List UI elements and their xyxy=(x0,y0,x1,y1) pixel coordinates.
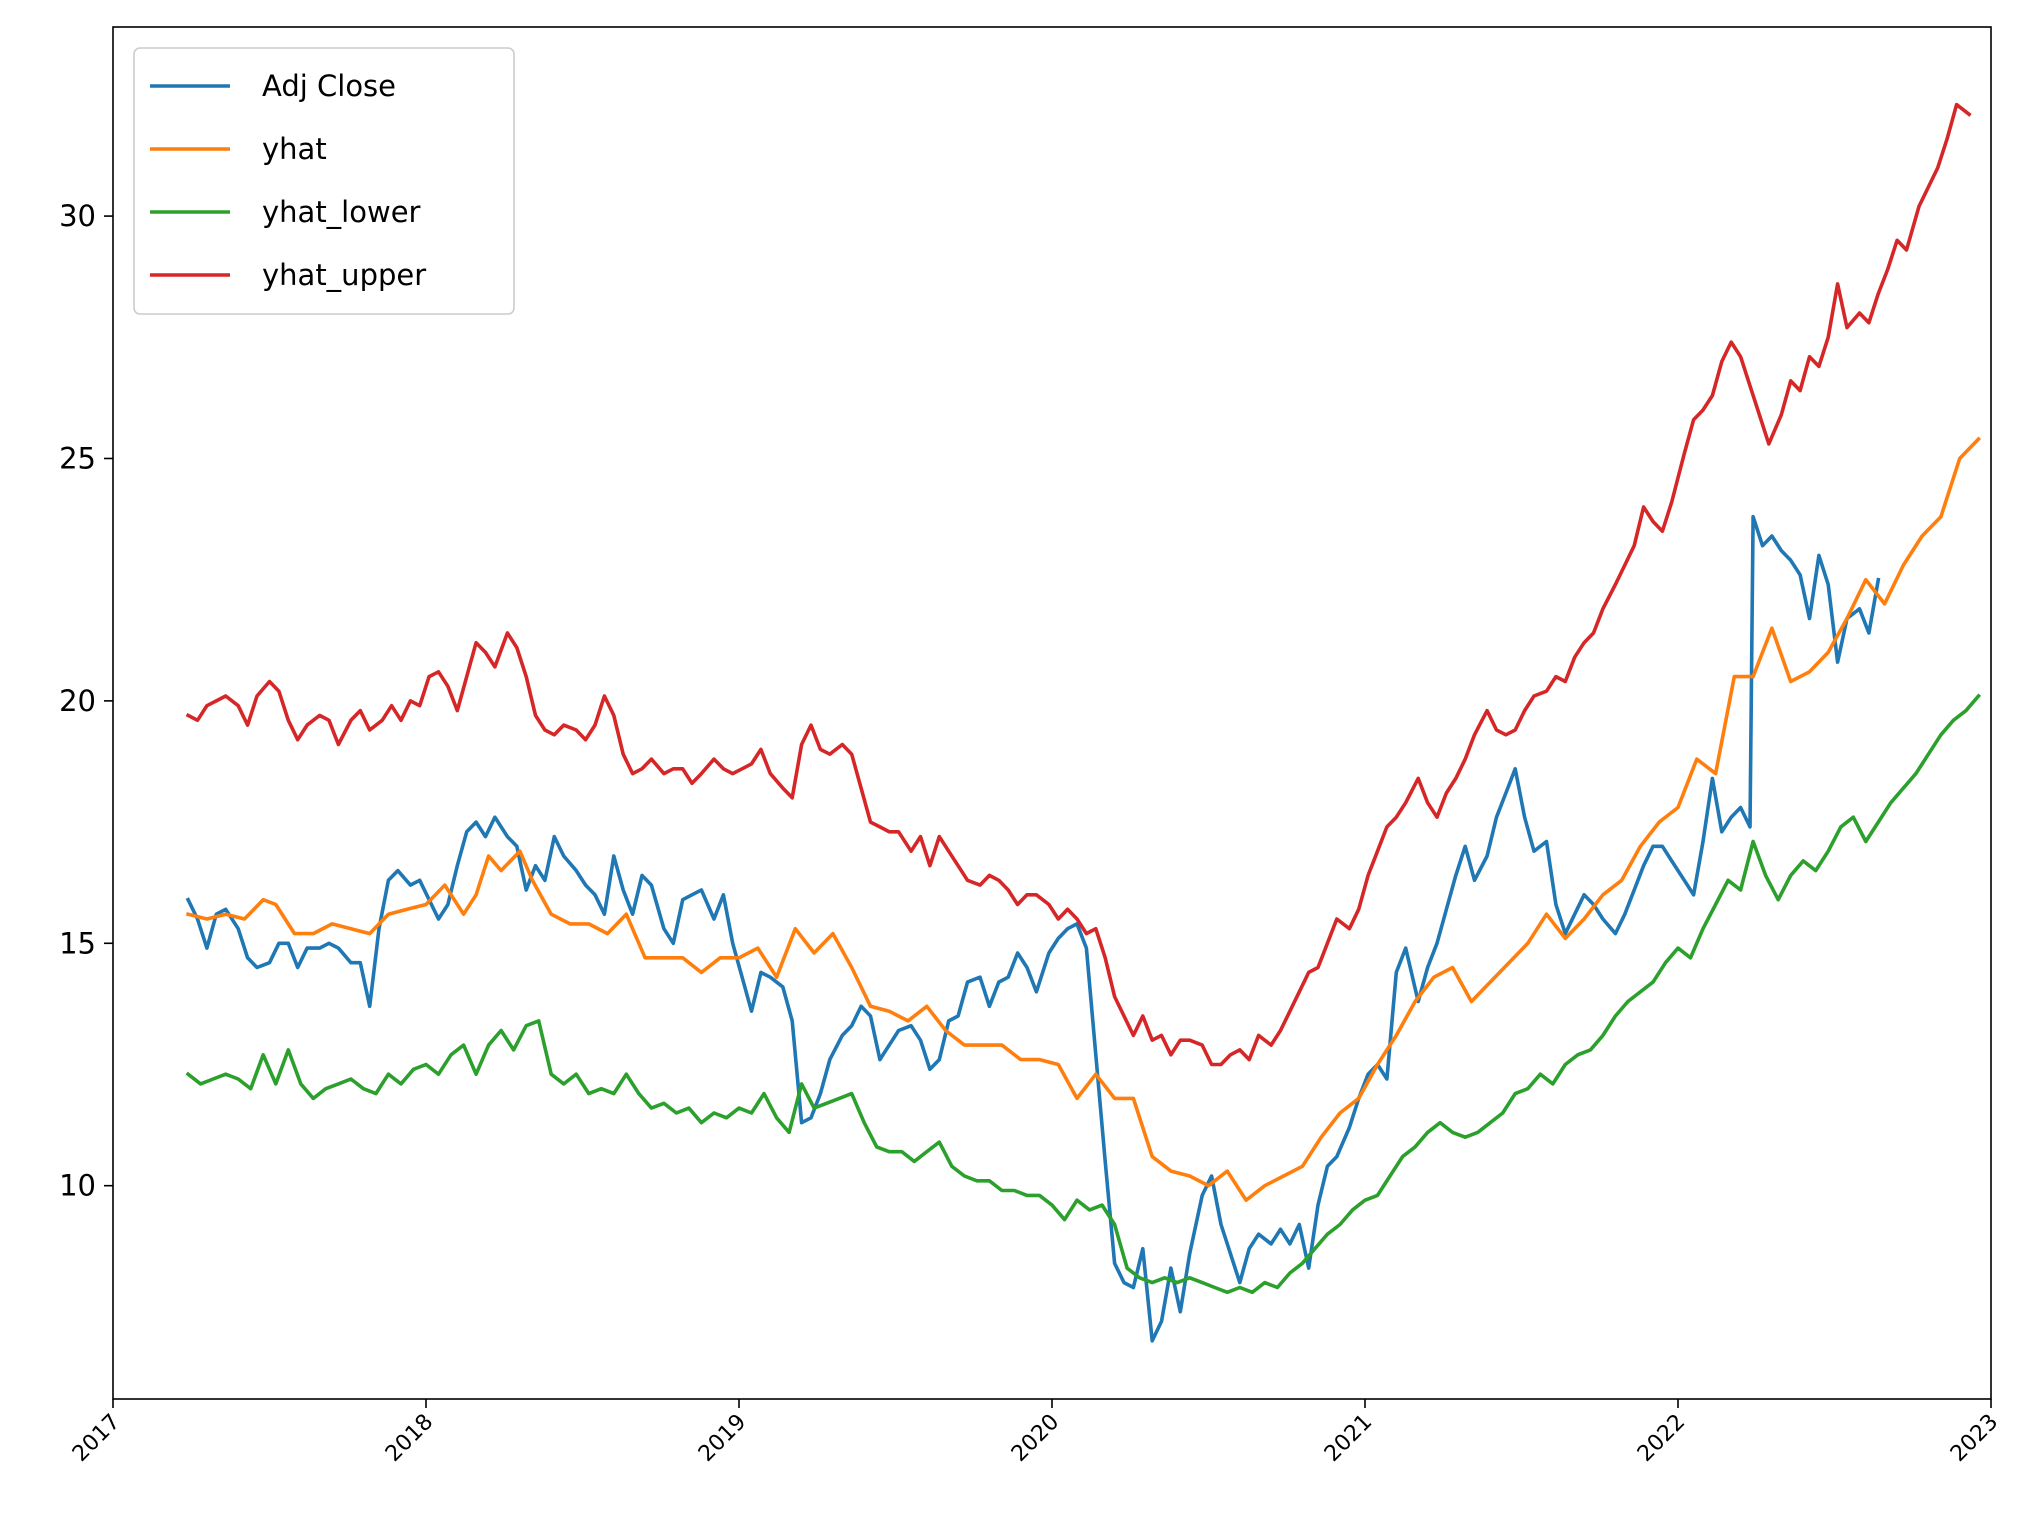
series-line-yhat xyxy=(185,436,1982,1202)
legend-label: yhat_lower xyxy=(262,195,421,229)
legend-label: Adj Close xyxy=(262,69,396,103)
plot-area xyxy=(112,26,1992,1400)
legend-box xyxy=(133,47,515,315)
legend: Adj Close yhat yhat_lower yhat_upper xyxy=(133,47,515,315)
y-tick-label: 20 xyxy=(59,684,96,718)
y-tick-label: 10 xyxy=(59,1169,96,1203)
y-tick-label: 30 xyxy=(59,199,96,233)
y-tick-label: 25 xyxy=(59,441,96,475)
legend-label: yhat_upper xyxy=(262,258,426,292)
series-line-yhat-lower xyxy=(185,693,1982,1295)
series-layer xyxy=(185,102,1982,1343)
series-line-yhat-upper xyxy=(185,102,1972,1067)
legend-label: yhat xyxy=(262,132,327,166)
y-tick-label: 15 xyxy=(59,926,96,960)
y-axis: 10 15 20 25 30 xyxy=(59,199,113,1203)
series-line-adj-close xyxy=(185,514,1881,1343)
